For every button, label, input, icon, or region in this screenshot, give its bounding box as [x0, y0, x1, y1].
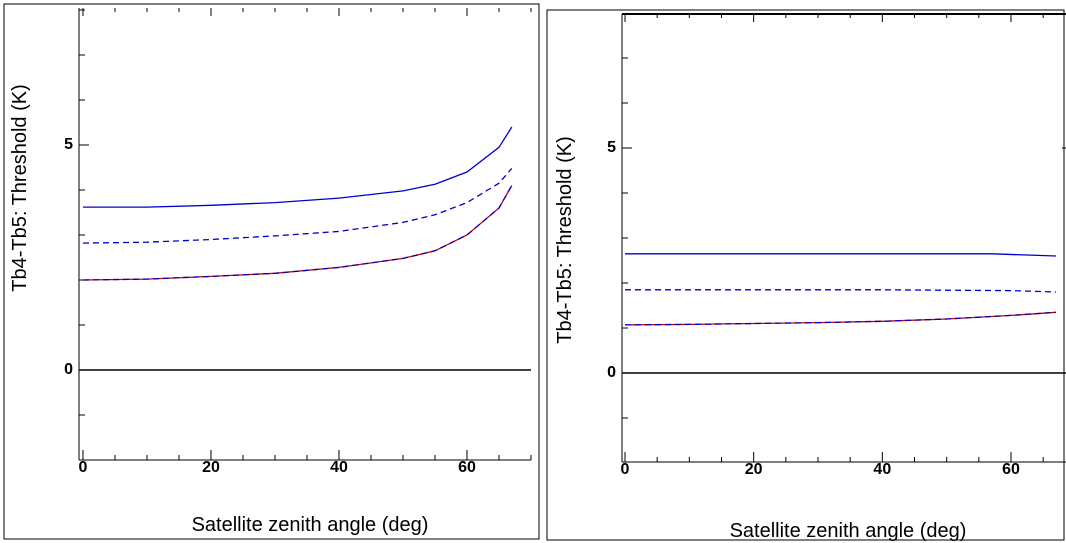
- left-panel-border: [3, 3, 540, 540]
- left-series-line-0: [83, 126, 513, 208]
- left-x-axis-title: Satellite zenith angle (deg): [192, 514, 429, 536]
- left-x-tick-label: 40: [330, 459, 348, 476]
- right-x-tick-label: 40: [873, 461, 891, 478]
- left-y-axis-title: Tb4-Tb5: Threshold (K): [9, 84, 31, 292]
- left-series-line-3: [82, 185, 513, 281]
- left-x-tick-label: 20: [202, 459, 220, 476]
- left-x-tick-label: 60: [458, 459, 476, 476]
- right-x-axis-title: Satellite zenith angle (deg): [730, 520, 967, 542]
- right-panel-border: [546, 9, 1065, 541]
- left-x-tick-label: 0: [79, 459, 88, 476]
- right-chart: 0 5 0 20 40 60: [607, 13, 1066, 478]
- right-y-tick-label: 0: [607, 364, 616, 381]
- right-y-tick-label: 5: [607, 139, 616, 156]
- right-series-line-0: [625, 253, 1057, 257]
- left-chart: 0 5 0 20 40 60: [64, 8, 532, 476]
- right-x-tick-label: 0: [621, 461, 630, 478]
- right-series-line-3: [624, 311, 1057, 326]
- right-x-tick-label: 20: [745, 461, 763, 478]
- right-y-axis-title: Tb4-Tb5: Threshold (K): [554, 136, 576, 344]
- right-series-line-1: [625, 289, 1057, 293]
- left-y-tick-label: 0: [64, 361, 73, 378]
- right-x-tick-label: 60: [1002, 461, 1020, 478]
- left-y-tick-label: 5: [64, 136, 73, 153]
